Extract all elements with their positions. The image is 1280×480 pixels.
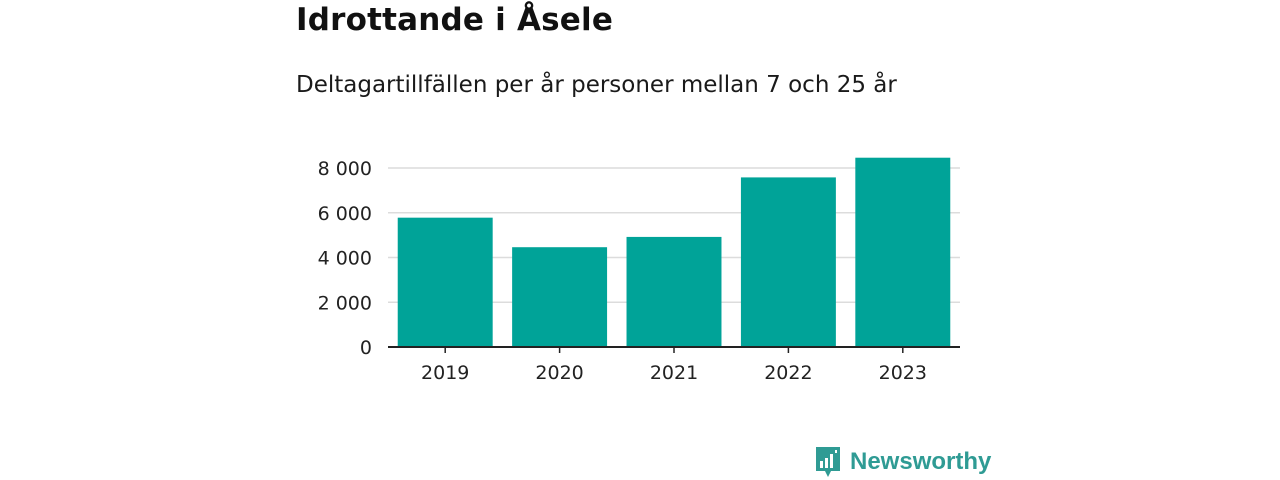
x-tick-label: 2023 bbox=[879, 362, 927, 384]
y-tick-label: 6 000 bbox=[318, 203, 372, 225]
bar bbox=[626, 236, 722, 347]
x-tick-label: 2021 bbox=[650, 362, 698, 384]
y-tick-label: 0 bbox=[360, 337, 372, 359]
bar bbox=[855, 157, 951, 347]
y-tick-label: 8 000 bbox=[318, 158, 372, 180]
bar bbox=[740, 177, 836, 347]
y-tick-label: 2 000 bbox=[318, 292, 372, 314]
x-tick-label: 2022 bbox=[764, 362, 812, 384]
chart-subtitle: Deltagartillfällen per år personer mella… bbox=[296, 72, 897, 98]
y-tick-labels: 0 2 000 4 000 6 000 8 000 bbox=[318, 158, 372, 359]
x-tick-labels: 2019 2020 2021 2022 2023 bbox=[421, 347, 927, 384]
chart-title: Idrottande i Åsele bbox=[296, 2, 614, 38]
newsworthy-logo-icon bbox=[816, 447, 840, 477]
bars bbox=[397, 157, 951, 347]
x-tick-label: 2019 bbox=[421, 362, 469, 384]
bar bbox=[397, 217, 493, 347]
brand-logo: Newsworthy bbox=[814, 445, 991, 479]
x-tick-label: 2020 bbox=[535, 362, 583, 384]
y-tick-label: 4 000 bbox=[318, 248, 372, 270]
bar bbox=[512, 247, 608, 347]
brand-name: Newsworthy bbox=[850, 448, 992, 475]
